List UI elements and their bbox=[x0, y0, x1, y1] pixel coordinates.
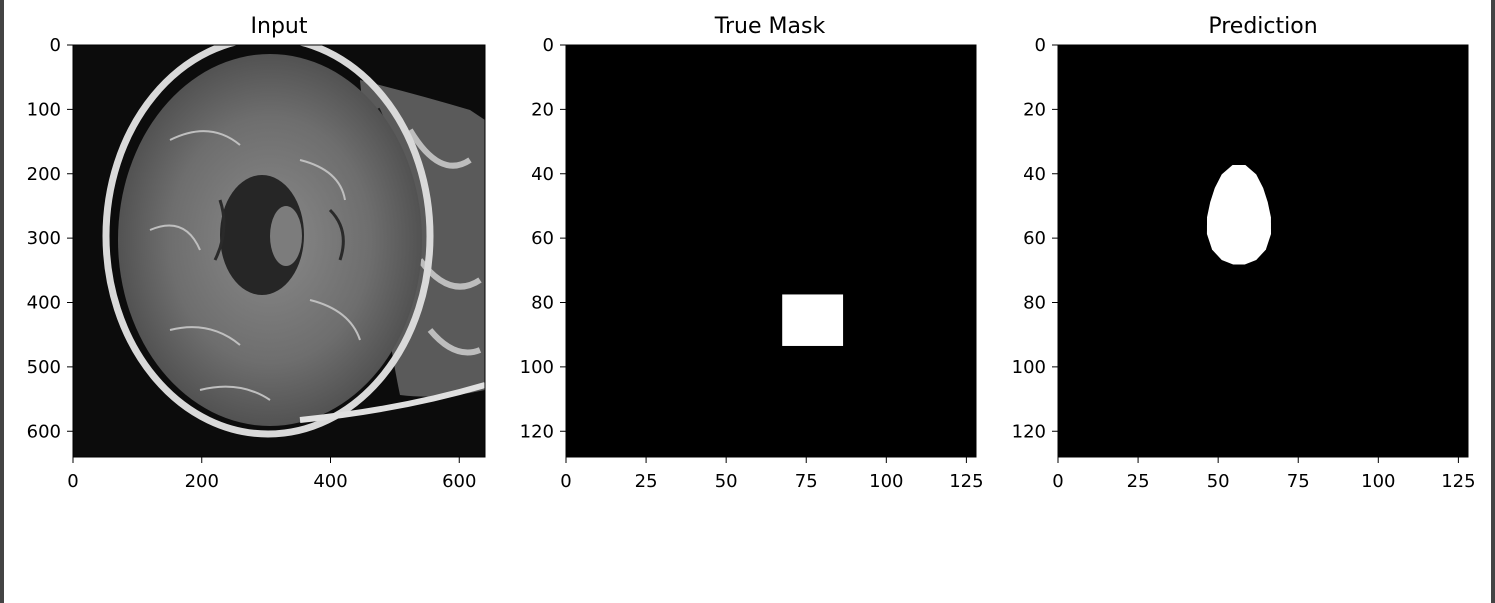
x-tick-label: 125 bbox=[949, 471, 983, 492]
mri-image bbox=[73, 45, 485, 457]
mask-background bbox=[566, 45, 976, 457]
x-tick-label: 0 bbox=[67, 471, 78, 492]
y-tick-label: 40 bbox=[531, 164, 554, 185]
x-tick-label: 25 bbox=[635, 471, 658, 492]
axes-frame bbox=[72, 44, 486, 458]
y-tick-label: 100 bbox=[27, 99, 61, 120]
y-tick-label: 40 bbox=[1023, 164, 1046, 185]
x-tick-label: 75 bbox=[1287, 471, 1310, 492]
panel-title: Input bbox=[251, 14, 308, 39]
y-tick-label: 100 bbox=[1012, 357, 1046, 378]
y-tick-label: 60 bbox=[1023, 228, 1046, 249]
y-tick-label: 400 bbox=[27, 293, 61, 314]
panel-prediction: Prediction 0 25 50 75 100 125 0 20 40 60 80 100 120 bbox=[1012, 14, 1476, 492]
y-tick-label: 0 bbox=[543, 35, 554, 56]
predicted-mask-region bbox=[1206, 164, 1272, 265]
y-tick-label: 600 bbox=[27, 421, 61, 442]
x-tick-label: 50 bbox=[1207, 471, 1230, 492]
y-tick-label: 100 bbox=[520, 357, 554, 378]
x-tick-label: 100 bbox=[1361, 471, 1395, 492]
x-tick-label: 600 bbox=[442, 471, 476, 492]
x-tick-label: 200 bbox=[185, 471, 219, 492]
panel-true-mask: True Mask 0 25 50 75 100 125 0 20 40 60 80 100 120 bbox=[520, 14, 984, 492]
y-tick-label: 500 bbox=[27, 357, 61, 378]
panel-input: Input 0 200 400 600 0 100 200 300 400 500 600 bbox=[27, 14, 486, 492]
x-tick-label: 75 bbox=[795, 471, 818, 492]
x-tick-label: 0 bbox=[1052, 471, 1063, 492]
true-mask-region bbox=[782, 294, 844, 346]
y-tick-label: 80 bbox=[1023, 293, 1046, 314]
y-tick-label: 80 bbox=[531, 293, 554, 314]
x-tick-label: 400 bbox=[313, 471, 347, 492]
axes-frame bbox=[565, 44, 977, 458]
y-tick-label: 20 bbox=[1023, 99, 1046, 120]
y-tick-label: 300 bbox=[27, 228, 61, 249]
x-tick-label: 125 bbox=[1441, 471, 1475, 492]
x-tick-label: 50 bbox=[715, 471, 738, 492]
y-tick-label: 60 bbox=[531, 228, 554, 249]
x-tick-label: 100 bbox=[869, 471, 903, 492]
panel-title: True Mask bbox=[714, 14, 826, 39]
panel-title: Prediction bbox=[1208, 14, 1317, 39]
x-tick-label: 0 bbox=[560, 471, 571, 492]
y-tick-label: 120 bbox=[1012, 421, 1046, 442]
y-tick-label: 20 bbox=[531, 99, 554, 120]
y-tick-label: 120 bbox=[520, 421, 554, 442]
y-tick-label: 200 bbox=[27, 164, 61, 185]
y-tick-label: 0 bbox=[1035, 35, 1046, 56]
axes-frame bbox=[1057, 44, 1469, 458]
y-tick-label: 0 bbox=[50, 35, 61, 56]
x-tick-label: 25 bbox=[1127, 471, 1150, 492]
